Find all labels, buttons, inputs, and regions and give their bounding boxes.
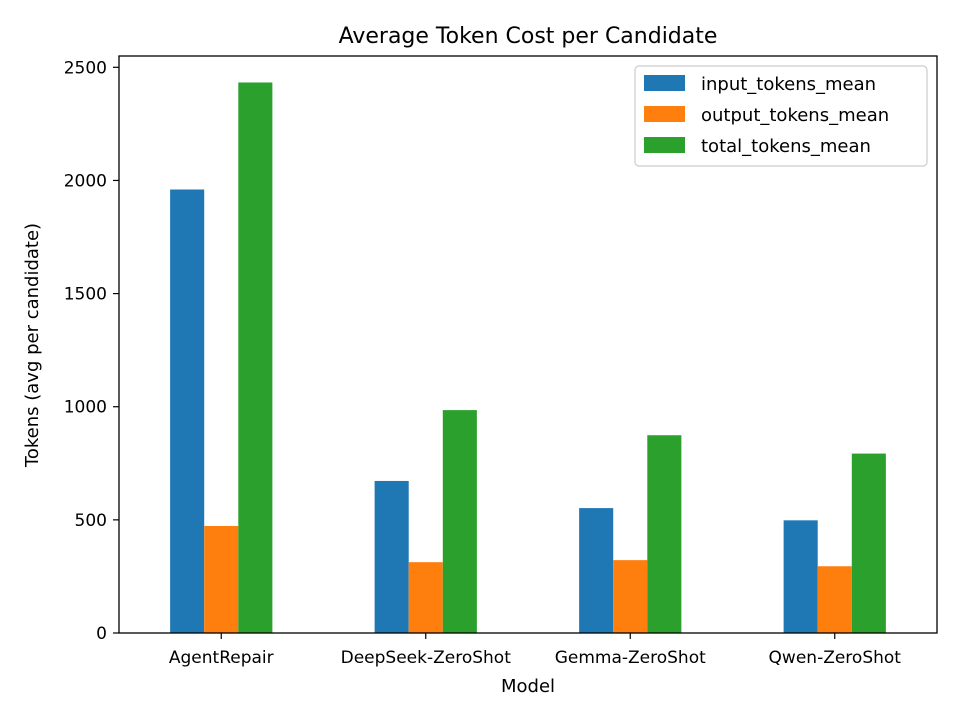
bar-total-tokens-mean-2 <box>647 435 682 633</box>
legend-label: total_tokens_mean <box>701 136 871 157</box>
plot-area-frame <box>118 55 938 634</box>
bar-output-tokens-mean-1 <box>408 562 443 633</box>
bar-series-group <box>170 82 886 633</box>
bar-input-tokens-mean-2 <box>579 508 614 633</box>
legend-swatch <box>644 75 685 91</box>
chart-title: Average Token Cost per Candidate <box>339 24 718 49</box>
y-tick-label: 1500 <box>64 285 107 305</box>
x-axis-label: Model <box>501 676 555 697</box>
bar-input-tokens-mean-1 <box>374 480 409 633</box>
x-tick-label: Gemma-ZeroShot <box>555 648 706 668</box>
x-axis-ticks: AgentRepair DeepSeek-ZeroShot Gemma-ZeroSh… <box>169 633 901 668</box>
bar-output-tokens-mean-3 <box>817 566 852 633</box>
bar-total-tokens-mean-0 <box>238 82 273 633</box>
legend-swatch <box>644 137 685 153</box>
legend-label: output_tokens_mean <box>701 105 889 126</box>
bar-input-tokens-mean-3 <box>783 520 818 633</box>
x-tick-label: AgentRepair <box>169 648 274 668</box>
y-axis-ticks: 0 500 1000 1500 2000 2500 <box>64 58 119 644</box>
legend: input_tokens_mean output_tokens_meantotal… <box>634 65 928 167</box>
x-tick-label: Qwen-ZeroShot <box>769 648 902 668</box>
bar-total-tokens-mean-1 <box>442 410 477 633</box>
x-tick-label: DeepSeek-ZeroShot <box>341 648 512 668</box>
y-tick-label: 1000 <box>64 398 107 418</box>
y-tick-label: 2000 <box>64 171 107 191</box>
legend-label: input_tokens_mean <box>701 74 876 95</box>
legend-swatch <box>644 106 685 122</box>
bar-output-tokens-mean-0 <box>204 525 239 633</box>
y-tick-label: 0 <box>96 624 107 644</box>
y-tick-label: 2500 <box>64 58 107 78</box>
bar-total-tokens-mean-3 <box>851 453 886 633</box>
bar-input-tokens-mean-0 <box>170 189 205 633</box>
y-axis-label: Tokens (avg per candidate) <box>22 223 43 468</box>
bar-output-tokens-mean-2 <box>613 560 648 633</box>
y-tick-label: 500 <box>75 511 107 531</box>
legend-box <box>634 65 928 167</box>
